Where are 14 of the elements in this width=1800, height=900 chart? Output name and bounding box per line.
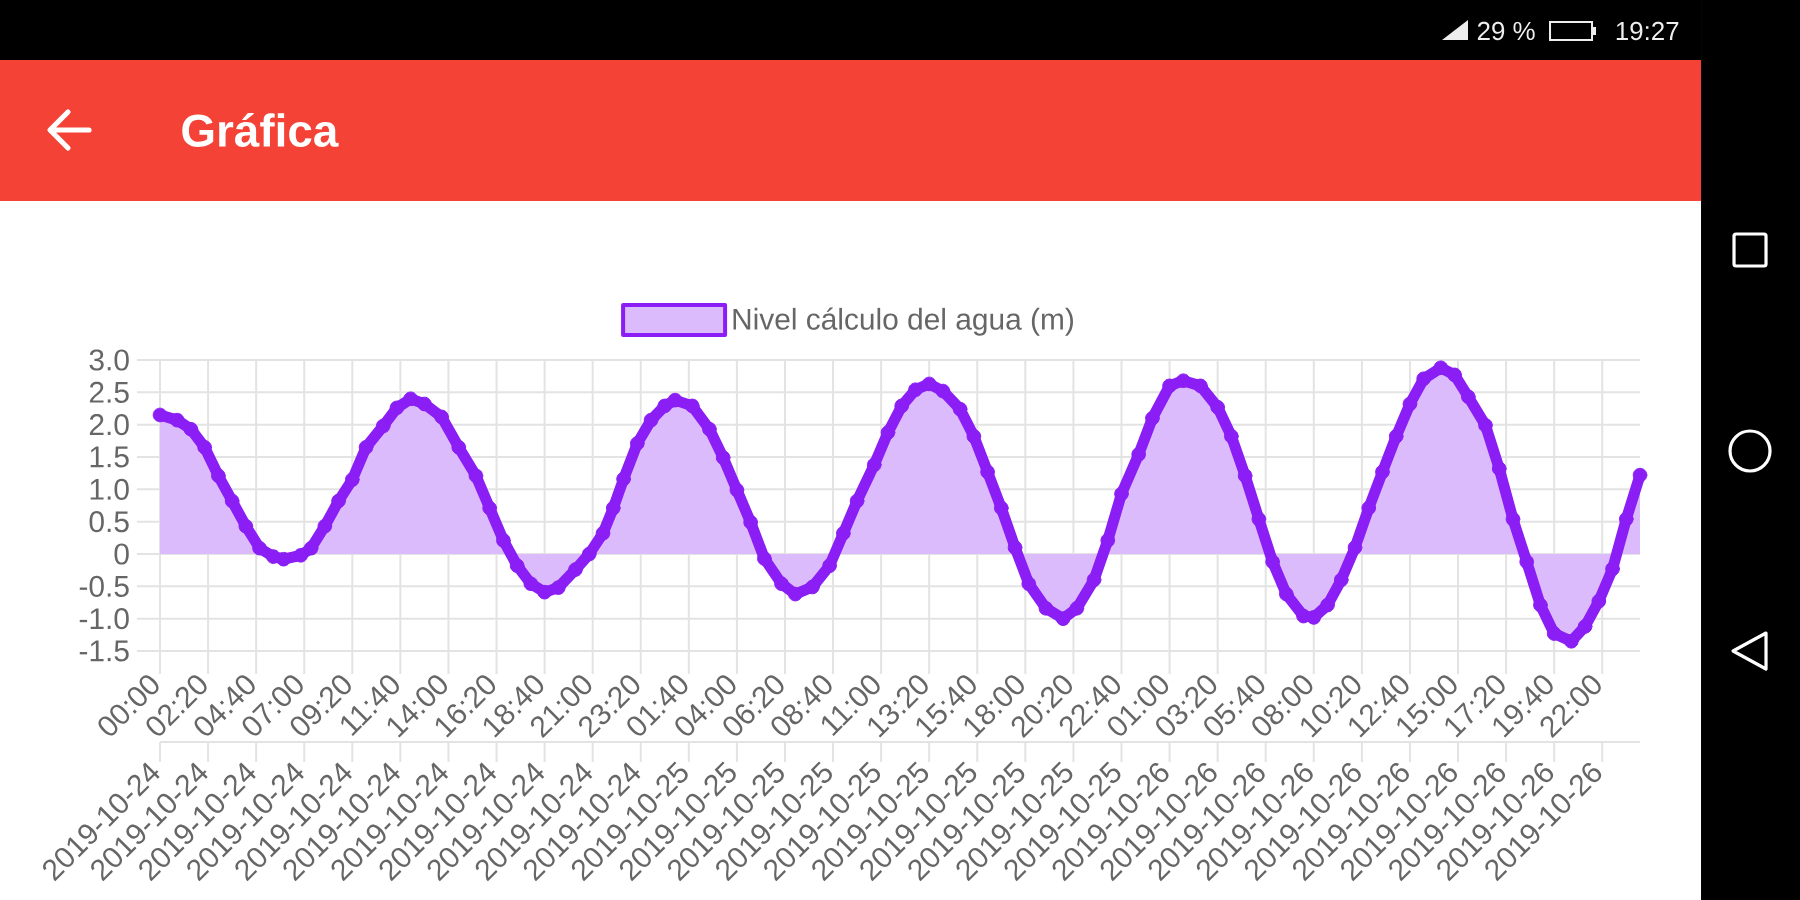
y-tick-label: 3.0 <box>89 349 129 371</box>
y-tick-label: 1.0 <box>90 478 129 500</box>
chart-title: Gráfica <box>182 112 339 148</box>
y-tick-label: 0.5 <box>89 511 129 533</box>
y-tick-label: -0.5 <box>79 575 129 597</box>
y-tick-label: -1.5 <box>79 640 129 662</box>
y-tick-label: 2.5 <box>89 381 129 403</box>
y-tick-label: -1.0 <box>79 608 129 630</box>
legend-label: Nivel cálculo del agua (m) <box>733 307 1073 336</box>
y-tick-label: 2.0 <box>89 414 129 436</box>
y-tick-label: 0 <box>114 543 129 565</box>
text: 29 % <box>1477 21 1535 41</box>
y-tick-label: 1.5 <box>90 446 129 468</box>
text: 19:27 <box>1616 21 1679 41</box>
